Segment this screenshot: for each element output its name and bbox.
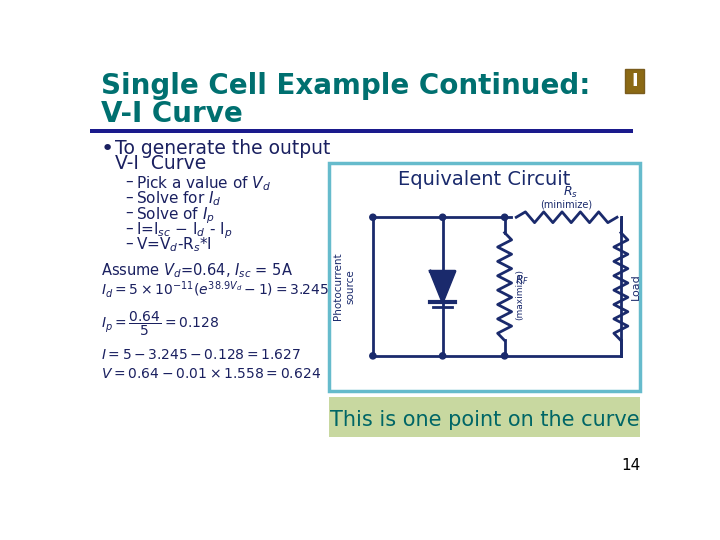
Text: V=V$_d$-R$_s$*I: V=V$_d$-R$_s$*I — [137, 236, 212, 254]
Circle shape — [502, 214, 508, 220]
Circle shape — [439, 353, 446, 359]
Text: –: – — [126, 220, 133, 235]
FancyBboxPatch shape — [625, 69, 644, 93]
Text: I=I$_{sc}$ $-$ I$_d$ - I$_p$: I=I$_{sc}$ $-$ I$_d$ - I$_p$ — [137, 220, 233, 241]
Text: Assume $V_d$=0.64, $I_{sc}$ = 5A: Assume $V_d$=0.64, $I_{sc}$ = 5A — [101, 261, 293, 280]
FancyBboxPatch shape — [329, 164, 640, 390]
Text: –: – — [126, 236, 133, 251]
Text: $I_d = 5\times10^{-11}(e^{38.9V_d}-1)=3.245$: $I_d = 5\times10^{-11}(e^{38.9V_d}-1)=3.… — [101, 279, 329, 300]
Text: –: – — [126, 190, 133, 205]
Polygon shape — [431, 271, 455, 302]
Text: Equivalent Circuit: Equivalent Circuit — [398, 170, 571, 188]
Circle shape — [439, 214, 446, 220]
Text: 14: 14 — [621, 458, 640, 473]
Text: I: I — [631, 72, 638, 90]
Text: Load: Load — [631, 273, 641, 300]
FancyBboxPatch shape — [329, 397, 640, 437]
Text: (minimize): (minimize) — [541, 200, 593, 210]
Text: –: – — [126, 174, 133, 189]
Circle shape — [502, 353, 508, 359]
Text: To generate the output: To generate the output — [114, 139, 330, 159]
Text: V-I  Curve: V-I Curve — [114, 154, 206, 173]
Text: Single Cell Example Continued:: Single Cell Example Continued: — [101, 72, 590, 100]
Text: $R_F$: $R_F$ — [516, 273, 530, 287]
Text: $R_s$: $R_s$ — [563, 185, 578, 200]
Text: (maximize): (maximize) — [516, 269, 524, 320]
Text: Solve of $I_p$: Solve of $I_p$ — [137, 205, 215, 226]
FancyBboxPatch shape — [90, 130, 632, 133]
Text: •: • — [101, 139, 114, 159]
Text: V-I Curve: V-I Curve — [101, 100, 243, 128]
Text: $I = 5-3.245-0.128=1.627$: $I = 5-3.245-0.128=1.627$ — [101, 348, 301, 362]
Text: $I_p = \dfrac{0.64}{5} = 0.128$: $I_p = \dfrac{0.64}{5} = 0.128$ — [101, 309, 219, 338]
Text: Photocurrent
source: Photocurrent source — [333, 253, 355, 320]
Text: –: – — [126, 205, 133, 220]
Text: This is one point on the curve: This is one point on the curve — [330, 410, 639, 430]
Text: Solve for $I_d$: Solve for $I_d$ — [137, 190, 222, 208]
Circle shape — [370, 214, 376, 220]
Text: Pick a value of $V_d$: Pick a value of $V_d$ — [137, 174, 271, 193]
Circle shape — [370, 353, 376, 359]
Text: $V = 0.64-0.01\times1.558=0.624$: $V = 0.64-0.01\times1.558=0.624$ — [101, 367, 321, 381]
